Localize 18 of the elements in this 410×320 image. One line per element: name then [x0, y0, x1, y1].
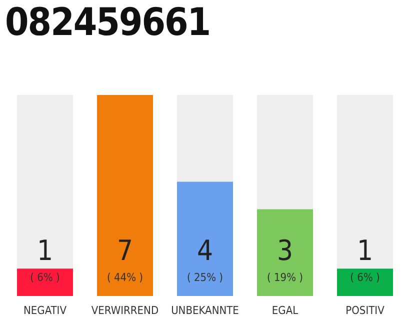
data-label: ( 25% ) — [186, 271, 224, 284]
x-tick-label: NEGATIV — [24, 304, 67, 317]
chart-title: 082459661 — [5, 0, 210, 44]
annotation: 7 — [116, 234, 134, 267]
bar — [337, 268, 393, 296]
x-tick-label: EGAL — [272, 304, 299, 317]
data-label: ( 19% ) — [266, 271, 304, 284]
data-label: ( 44% ) — [106, 271, 144, 284]
bar — [17, 268, 73, 296]
annotation: 4 — [196, 234, 214, 267]
x-tick-label: POSITIV — [346, 304, 385, 317]
x-tick-label: UNBEKANNTE — [171, 304, 239, 317]
annotation: 1 — [36, 234, 54, 267]
annotation: 1 — [356, 234, 374, 267]
x-tick-label: VERWIRREND — [91, 304, 159, 317]
data-label: ( 6% ) — [350, 271, 380, 284]
data-label: ( 6% ) — [30, 271, 60, 284]
annotation: 3 — [276, 234, 294, 267]
